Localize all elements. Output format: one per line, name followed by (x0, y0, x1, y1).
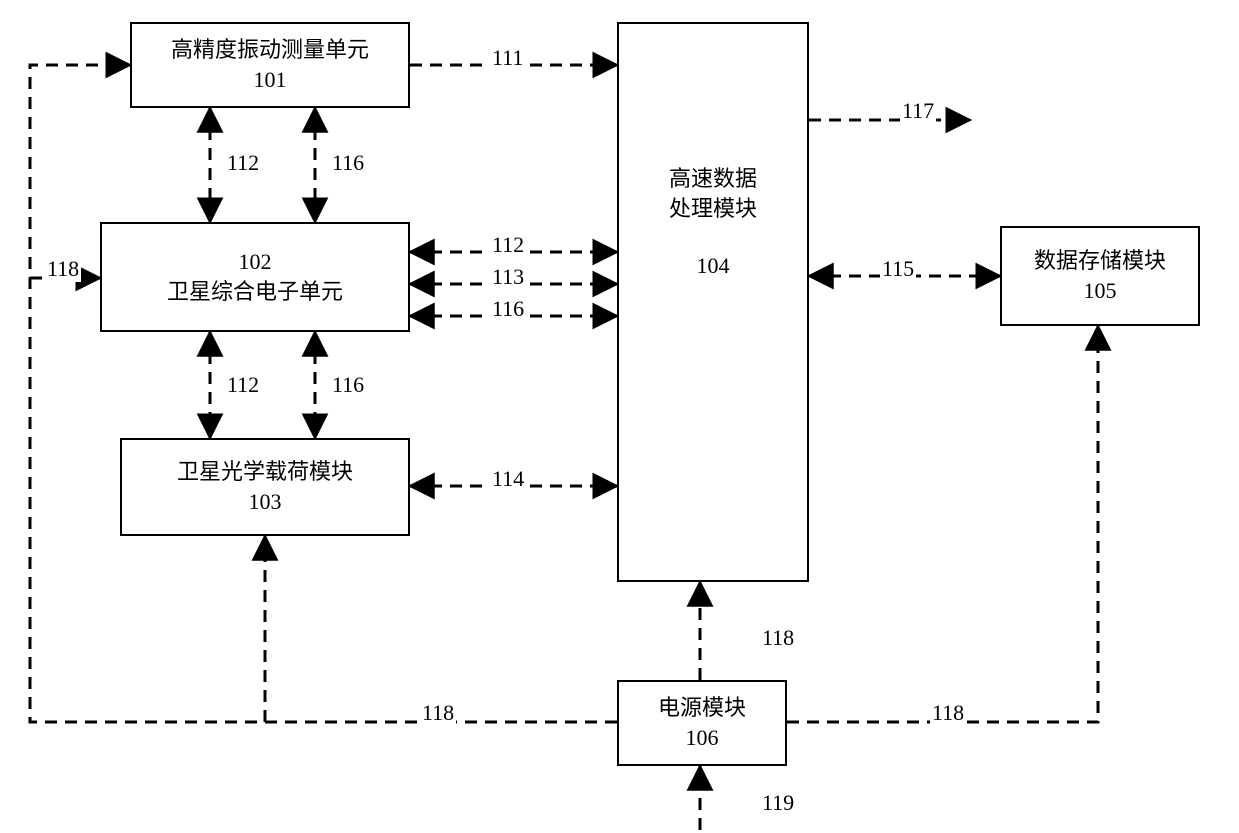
node-103: 卫星光学载荷模块 103 (120, 438, 410, 536)
node-104: 高速数据处理模块 104 (617, 22, 809, 582)
edge-label-e116a: 116 (330, 150, 366, 176)
edge-label-e118l: 118 (420, 700, 456, 726)
node-101-title: 高精度振动测量单元 (171, 35, 369, 65)
edge-label-e119: 119 (760, 790, 796, 816)
edge-label-e118a: 118 (760, 625, 796, 651)
edge-label-e117: 117 (900, 98, 936, 124)
node-104-code: 104 (697, 251, 730, 281)
node-103-title: 卫星光学载荷模块 (177, 457, 353, 487)
edge-label-e113: 113 (490, 264, 526, 290)
node-102-title: 卫星综合电子单元 (167, 277, 343, 307)
edge-label-e118l2: 118 (45, 256, 81, 282)
node-106-code: 106 (686, 723, 719, 753)
edge-label-e116b: 116 (490, 296, 526, 322)
node-106: 电源模块 106 (617, 680, 787, 766)
edge-label-e112b: 112 (490, 232, 526, 258)
diagram-canvas: 高精度振动测量单元 101 102 卫星综合电子单元 卫星光学载荷模块 103 … (0, 0, 1239, 833)
node-105-title: 数据存储模块 (1034, 246, 1166, 276)
node-105-code: 105 (1084, 276, 1117, 306)
edge-label-e111: 111 (490, 45, 525, 71)
edge-label-e114: 114 (490, 466, 526, 492)
edge-label-e118r: 118 (930, 700, 966, 726)
edge-e118l (30, 65, 617, 722)
node-105: 数据存储模块 105 (1000, 226, 1200, 326)
edge-label-e115: 115 (880, 256, 916, 282)
node-102-code: 102 (239, 247, 272, 277)
node-104-title: 高速数据处理模块 (669, 164, 757, 223)
node-101-code: 101 (254, 65, 287, 95)
node-103-code: 103 (249, 487, 282, 517)
node-101: 高精度振动测量单元 101 (130, 22, 410, 108)
edge-label-e116c: 116 (330, 372, 366, 398)
node-102: 102 卫星综合电子单元 (100, 222, 410, 332)
node-106-title: 电源模块 (658, 693, 746, 723)
edge-e118r (787, 326, 1098, 722)
edge-label-e112a: 112 (225, 150, 261, 176)
edge-label-e112c: 112 (225, 372, 261, 398)
